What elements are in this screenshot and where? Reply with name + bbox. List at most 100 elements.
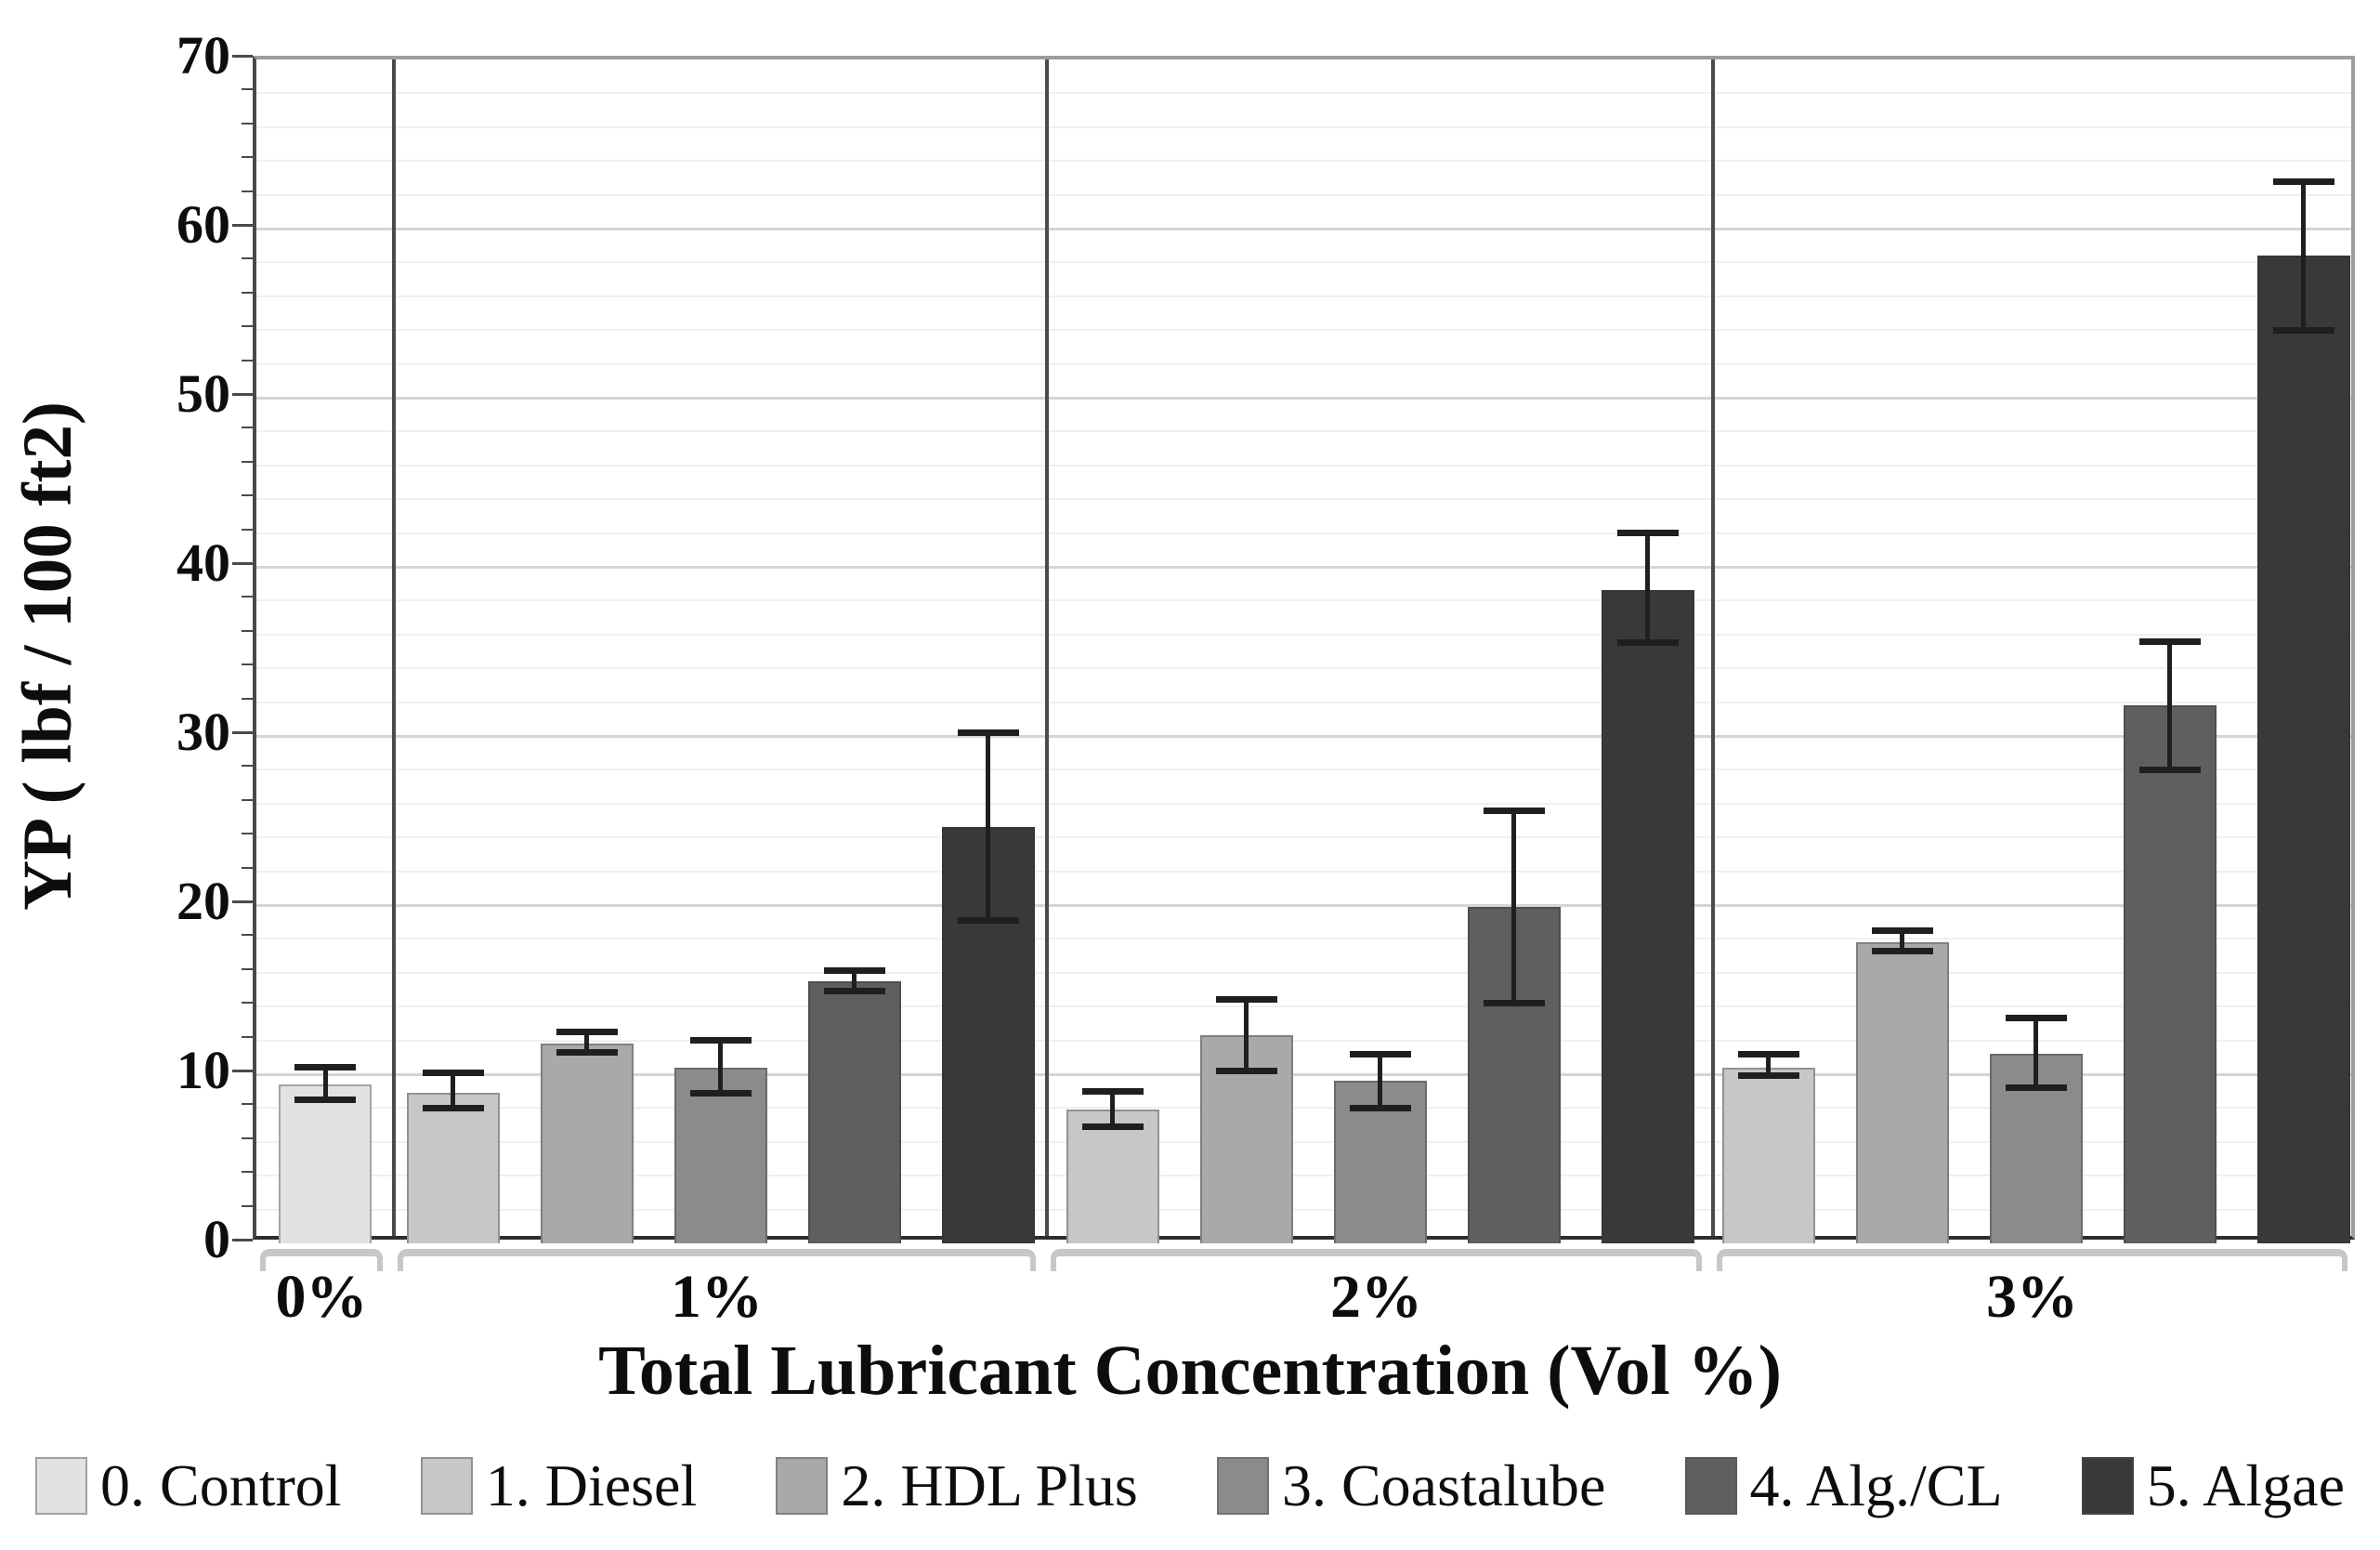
minor-gridline <box>256 768 2351 771</box>
bar-3-1-diesel <box>1721 1067 1815 1243</box>
bar-1-2-hdl-plus <box>540 1044 634 1243</box>
bar-0-0-control <box>279 1084 372 1243</box>
error-bar-stem <box>2033 1018 2038 1088</box>
y-minor-tick <box>242 1002 253 1005</box>
minor-gridline <box>256 870 2351 873</box>
legend-label-3-coastalube: 3. Coastalube <box>1281 1452 1606 1518</box>
y-minor-tick <box>242 1103 253 1106</box>
y-minor-tick <box>242 629 253 632</box>
y-minor-tick <box>242 190 253 192</box>
error-bar-cap-bottom <box>2005 1084 2067 1092</box>
minor-gridline <box>256 1005 2351 1008</box>
y-minor-tick <box>242 1035 253 1038</box>
y-minor-tick <box>242 866 253 869</box>
major-gridline <box>256 734 2351 738</box>
error-bar-stem <box>1378 1054 1382 1109</box>
error-bar-cap-bottom <box>957 916 1019 924</box>
error-bar-stem <box>322 1067 328 1100</box>
minor-gridline <box>256 599 2351 602</box>
legend-item-0-control: 0. Control <box>35 1451 342 1520</box>
y-tick-label-60: 60 <box>177 194 230 255</box>
minor-gridline <box>256 498 2351 501</box>
error-bar-cap-bottom <box>556 1048 618 1056</box>
error-bar-cap-top <box>294 1064 356 1071</box>
group-bracket-2 <box>1051 1249 1702 1271</box>
minor-gridline <box>256 802 2351 805</box>
y-minor-tick <box>242 663 253 666</box>
minor-gridline <box>256 971 2351 974</box>
minor-gridline <box>256 464 2351 466</box>
y-minor-tick <box>242 934 253 937</box>
major-gridline <box>256 903 2351 907</box>
x-tick-label-1: 1% <box>671 1263 763 1331</box>
y-tick-label-30: 30 <box>177 702 230 762</box>
error-bar-cap-top <box>689 1037 752 1044</box>
group-separator <box>1045 59 1049 1236</box>
minor-gridline <box>256 362 2351 365</box>
error-bar-cap-bottom <box>294 1096 356 1103</box>
y-major-tick <box>232 900 253 903</box>
y-minor-tick <box>242 122 253 125</box>
error-bar-cap-top <box>957 729 1019 736</box>
error-bar-cap-bottom <box>2138 766 2201 773</box>
y-minor-tick <box>242 765 253 768</box>
error-bar-stem <box>451 1072 455 1109</box>
y-major-tick <box>232 392 253 396</box>
y-minor-tick <box>242 291 253 294</box>
y-minor-tick <box>242 833 253 835</box>
bar-1-4-alg-cl <box>807 980 901 1243</box>
minor-gridline <box>256 1039 2351 1042</box>
error-bar-stem <box>1110 1091 1115 1127</box>
error-bar-cap-bottom <box>1871 947 1933 954</box>
error-bar-cap-top <box>1871 926 1933 934</box>
error-bar-stem <box>2167 641 2172 770</box>
error-bar-cap-bottom <box>422 1104 484 1111</box>
bar-2-5-algae <box>1601 590 1694 1243</box>
minor-gridline <box>256 1140 2351 1143</box>
minor-gridline <box>256 160 2351 163</box>
minor-gridline <box>256 1175 2351 1177</box>
error-bar-cap-top <box>1616 530 1679 537</box>
error-bar-cap-top <box>422 1069 484 1076</box>
error-bar-cap-top <box>1349 1050 1411 1057</box>
error-bar-stem <box>2301 181 2306 331</box>
error-bar-cap-top <box>1737 1050 1799 1057</box>
legend-swatch-5-algae <box>2081 1457 2134 1515</box>
y-minor-tick <box>242 528 253 531</box>
y-minor-tick <box>242 427 253 429</box>
bar-3-5-algae <box>2256 256 2350 1243</box>
y-minor-tick <box>242 257 253 260</box>
error-bar-stem <box>1645 532 1650 643</box>
legend-label-2-hdl-plus: 2. HDL Plus <box>841 1452 1138 1518</box>
minor-gridline <box>256 261 2351 264</box>
error-bar-cap-bottom <box>823 988 885 995</box>
group-separator <box>392 59 396 1236</box>
error-bar-cap-top <box>2272 177 2334 185</box>
legend-label-5-algae: 5. Algae <box>2146 1452 2345 1518</box>
y-tick-label-20: 20 <box>177 871 230 931</box>
error-bar-cap-top <box>556 1029 618 1035</box>
y-minor-tick <box>242 494 253 497</box>
minor-gridline <box>256 125 2351 128</box>
error-bar-cap-top <box>1081 1087 1144 1095</box>
plot-area <box>253 56 2355 1243</box>
error-bar-cap-bottom <box>1081 1123 1144 1130</box>
error-bar-stem <box>1900 930 1904 952</box>
legend-item-5-algae: 5. Algae <box>2081 1451 2345 1520</box>
y-minor-tick <box>242 156 253 159</box>
y-tick-label-0: 0 <box>203 1209 230 1269</box>
minor-gridline <box>256 295 2351 297</box>
error-bar-cap-top <box>1215 996 1277 1004</box>
y-minor-tick <box>242 697 253 700</box>
error-bar-cap-bottom <box>1737 1072 1799 1080</box>
major-gridline <box>256 227 2351 230</box>
error-bar-cap-top <box>1483 807 1545 814</box>
y-minor-tick <box>242 1136 253 1139</box>
x-axis-title: Total Lubricant Concentration (Vol %) <box>598 1332 1782 1410</box>
y-major-tick <box>232 54 253 58</box>
error-bar-cap-bottom <box>1483 1000 1545 1007</box>
legend-swatch-2-hdl-plus <box>776 1457 829 1515</box>
legend-swatch-1-diesel <box>420 1457 473 1515</box>
y-minor-tick <box>242 460 253 463</box>
